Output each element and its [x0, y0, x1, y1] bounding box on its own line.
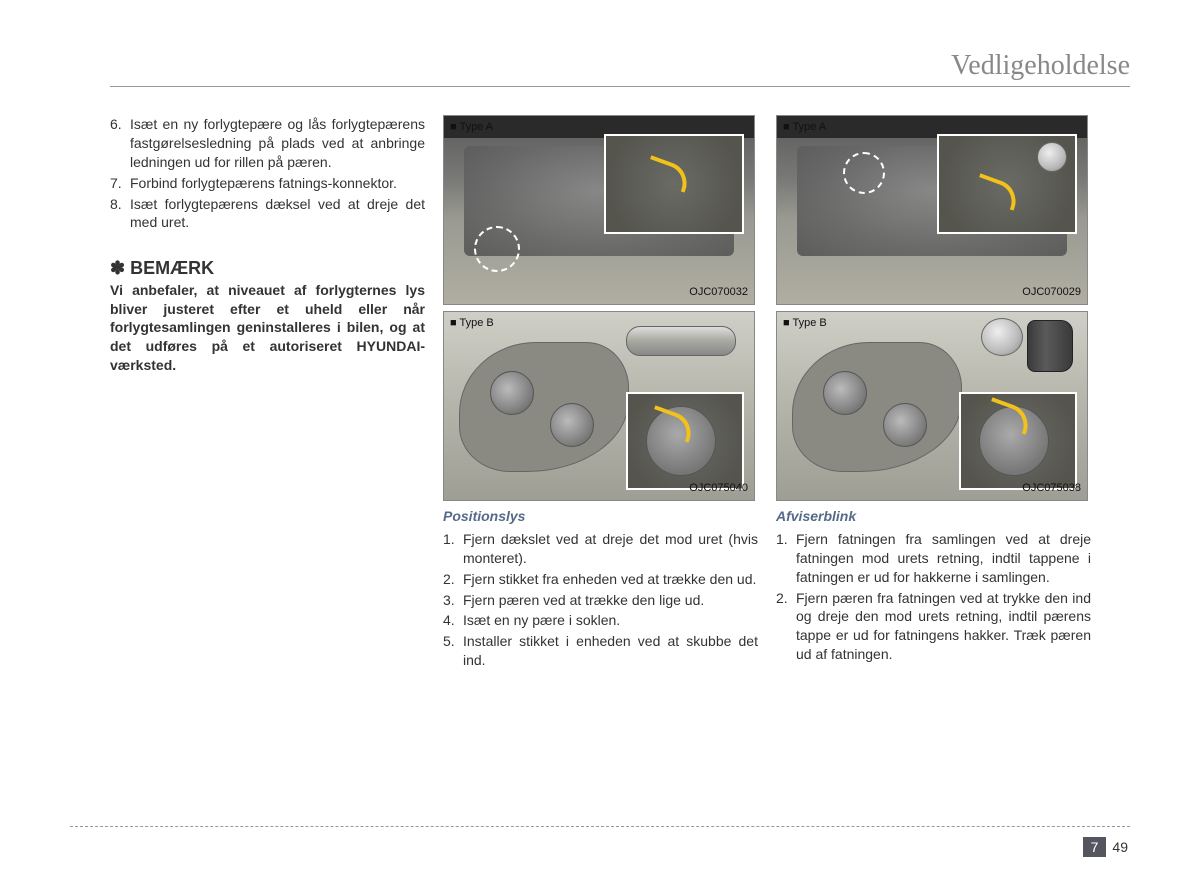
- item-number: 4.: [443, 611, 463, 630]
- item-number: 6.: [110, 115, 130, 172]
- page-header-title: Vedligeholdelse: [110, 50, 1130, 82]
- figure-code: OJC070032: [689, 285, 748, 300]
- list-item: 7. Forbind forlygtepærens fatnings-konne…: [110, 174, 425, 193]
- item-text: Isæt en ny pære i soklen.: [463, 611, 758, 630]
- page-number-value: 49: [1112, 839, 1128, 855]
- column-2: ■ Type A OJC070032 ■ Type B OJC075040: [443, 115, 758, 672]
- list-item: 6. Isæt en ny forlygtepære og lås forlyg…: [110, 115, 425, 172]
- list-item: 2. Fjern pæren fra fatningen ved at tryk…: [776, 589, 1091, 665]
- figure-type-label: ■ Type B: [783, 316, 827, 331]
- figure-col2-typeA: ■ Type A OJC070032: [443, 115, 755, 305]
- headlight-illustration: [444, 312, 754, 500]
- item-number: 5.: [443, 632, 463, 670]
- item-number: 7.: [110, 174, 130, 193]
- column-1: 6. Isæt en ny forlygtepære og lås forlyg…: [110, 115, 425, 672]
- figure-type-label: ■ Type B: [450, 316, 494, 331]
- footer-dashed-rule: [70, 826, 1130, 827]
- item-text: Isæt en ny forlygtepære og lås forlygtep…: [130, 115, 425, 172]
- headlight-illustration: [777, 312, 1087, 500]
- item-number: 2.: [776, 589, 796, 665]
- item-text: Fjern stikket fra enheden ved at trække …: [463, 570, 758, 589]
- note-body: Vi anbefaler, at niveauet af forlygterne…: [110, 281, 425, 375]
- figure-code: OJC075038: [1022, 481, 1081, 496]
- page-section-number: 7: [1083, 837, 1107, 857]
- item-text: Fjern fatningen fra samlingen ved at dre…: [796, 530, 1091, 587]
- item-text: Installer stikket i enheden ved at skubb…: [463, 632, 758, 670]
- engine-bay-illustration: [777, 116, 1087, 304]
- item-number: 1.: [776, 530, 796, 587]
- subheading-afviserblink: Afviserblink: [776, 507, 1091, 526]
- item-number: 3.: [443, 591, 463, 610]
- item-text: Fjern pæren fra fatningen ved at trykke …: [796, 589, 1091, 665]
- list-item: 5. Installer stikket i enheden ved at sk…: [443, 632, 758, 670]
- figure-type-label: ■ Type A: [783, 120, 826, 135]
- item-number: 2.: [443, 570, 463, 589]
- item-number: 1.: [443, 530, 463, 568]
- content-columns: 6. Isæt en ny forlygtepære og lås forlyg…: [110, 115, 1130, 672]
- item-text: Forbind forlygtepærens fatnings-konnekto…: [130, 174, 425, 193]
- list-item: 1. Fjern dækslet ved at dreje det mod ur…: [443, 530, 758, 568]
- list-item: 3. Fjern pæren ved at trække den lige ud…: [443, 591, 758, 610]
- header-rule: [110, 86, 1130, 87]
- item-text: Fjern dækslet ved at dreje det mod uret …: [463, 530, 758, 568]
- figure-type-label: ■ Type A: [450, 120, 493, 135]
- item-number: 8.: [110, 195, 130, 233]
- item-text: Isæt forlygtepærens dæksel ved at dreje …: [130, 195, 425, 233]
- list-item: 2. Fjern stikket fra enheden ved at træk…: [443, 570, 758, 589]
- item-text: Fjern pæren ved at trække den lige ud.: [463, 591, 758, 610]
- figure-col3-typeB: ■ Type B OJC075038: [776, 311, 1088, 501]
- figure-col3-typeA: ■ Type A OJC070029: [776, 115, 1088, 305]
- list-item: 4. Isæt en ny pære i soklen.: [443, 611, 758, 630]
- figure-col2-typeB: ■ Type B OJC075040: [443, 311, 755, 501]
- subheading-positionslys: Positionslys: [443, 507, 758, 526]
- note-heading: ✽ BEMÆRK: [110, 256, 425, 280]
- page-number: 7 49: [1083, 837, 1128, 857]
- figure-code: OJC070029: [1022, 285, 1081, 300]
- column-3: ■ Type A OJC070029 ■ Type B OJC0: [776, 115, 1091, 672]
- engine-bay-illustration: [444, 116, 754, 304]
- list-item: 8. Isæt forlygtepærens dæksel ved at dre…: [110, 195, 425, 233]
- list-item: 1. Fjern fatningen fra samlingen ved at …: [776, 530, 1091, 587]
- figure-code: OJC075040: [689, 481, 748, 496]
